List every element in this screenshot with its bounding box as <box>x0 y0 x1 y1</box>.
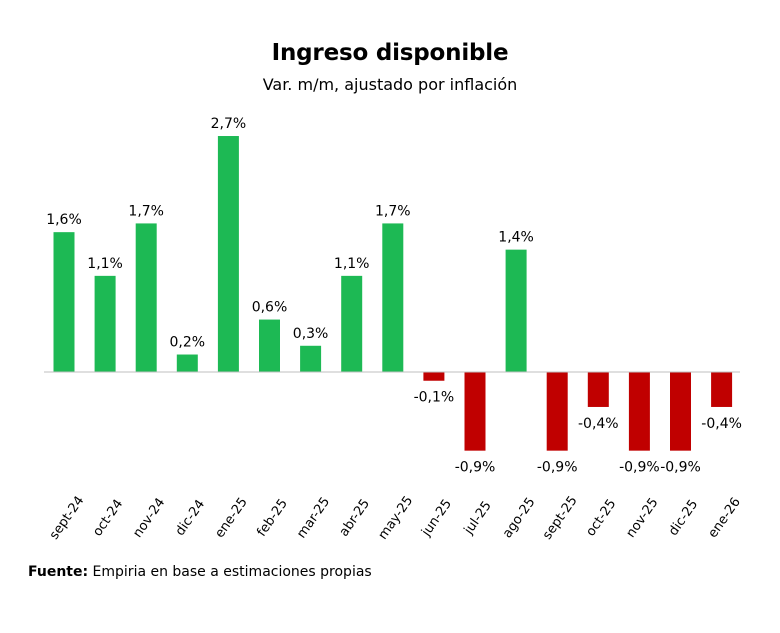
bar-oct-24 <box>94 275 116 372</box>
data-label-oct-25: -0,4% <box>578 416 619 432</box>
bar-jun-25 <box>423 372 445 381</box>
tick-label-sept-25: sept-25 <box>540 493 581 542</box>
tick-label-ene-26: ene-26 <box>706 495 744 541</box>
data-label-may-25: 1,7% <box>375 203 411 219</box>
bar-ene-26 <box>711 372 733 407</box>
tick-labels-group: sept-24 oct-24 nov-24 dic-24 ene-25 feb-25 mar… <box>47 493 744 542</box>
data-label-ene-25: 2,7% <box>211 116 247 132</box>
tick-label-dic-24: dic-24 <box>173 497 208 539</box>
bars-group <box>53 136 733 451</box>
data-label-ago-25: 1,4% <box>498 230 534 246</box>
tick-label-oct-25: oct-25 <box>583 497 619 540</box>
tick-label-abr-25: abr-25 <box>337 497 373 540</box>
data-label-nov-24: 1,7% <box>128 203 164 219</box>
tick-label-may-25: may-25 <box>376 493 417 542</box>
tick-label-nov-25: nov-25 <box>624 495 662 540</box>
bar-oct-25 <box>587 372 609 407</box>
bar-nov-24 <box>135 223 157 372</box>
tick-label-sept-24: sept-24 <box>47 493 88 542</box>
bar-jul-25 <box>464 372 486 451</box>
tick-label-ene-25: ene-25 <box>212 495 250 541</box>
data-label-nov-25: -0,9% <box>619 460 660 476</box>
bar-sept-24 <box>53 232 75 372</box>
bar-dic-24 <box>176 354 198 372</box>
bar-nov-25 <box>628 372 650 451</box>
data-label-jun-25: -0,1% <box>414 390 455 406</box>
data-label-feb-25: 0,6% <box>252 300 288 316</box>
tick-label-ago-25: ago-25 <box>500 495 538 541</box>
source-label: Fuente: <box>28 564 89 580</box>
tick-label-mar-25: mar-25 <box>294 495 333 542</box>
bar-sept-25 <box>546 372 568 451</box>
source-text: Empiria en base a estimaciones propias <box>92 564 372 580</box>
tick-label-jun-25: jun-25 <box>418 497 455 540</box>
data-label-dic-24: 0,2% <box>170 335 206 351</box>
bar-feb-25 <box>259 319 280 372</box>
source-note: Fuente: Empiria en base a estimaciones p… <box>28 564 372 580</box>
bar-mar-25 <box>300 345 322 372</box>
bar-ene-25 <box>217 136 239 372</box>
data-label-dic-25: -0,9% <box>660 460 701 476</box>
data-labels-group: 1,6% 1,1% 1,7% 0,2% 2,7% 0,6% 0,3% 1,1% 1,7% -0,1… <box>46 116 742 476</box>
chart-subtitle: Var. m/m, ajustado por inflación <box>262 75 518 94</box>
bar-abr-25 <box>341 275 363 372</box>
tick-label-jul-25: jul-25 <box>461 499 495 538</box>
bar-dic-25 <box>670 372 691 451</box>
tick-label-dic-25: dic-25 <box>666 497 701 539</box>
bar-may-25 <box>382 223 404 372</box>
data-label-sept-25: -0,9% <box>537 460 578 476</box>
tick-label-nov-24: nov-24 <box>130 495 168 540</box>
data-label-abr-25: 1,1% <box>334 256 370 272</box>
bar-ago-25 <box>505 249 527 372</box>
tick-label-feb-25: feb-25 <box>254 496 290 539</box>
data-label-ene-26: -0,4% <box>701 416 742 432</box>
data-label-mar-25: 0,3% <box>293 326 329 342</box>
data-label-sept-24: 1,6% <box>46 212 82 228</box>
chart-title: Ingreso disponible <box>271 40 509 66</box>
tick-label-oct-24: oct-24 <box>90 497 126 540</box>
data-label-jul-25: -0,9% <box>455 460 496 476</box>
data-label-oct-24: 1,1% <box>87 256 123 272</box>
